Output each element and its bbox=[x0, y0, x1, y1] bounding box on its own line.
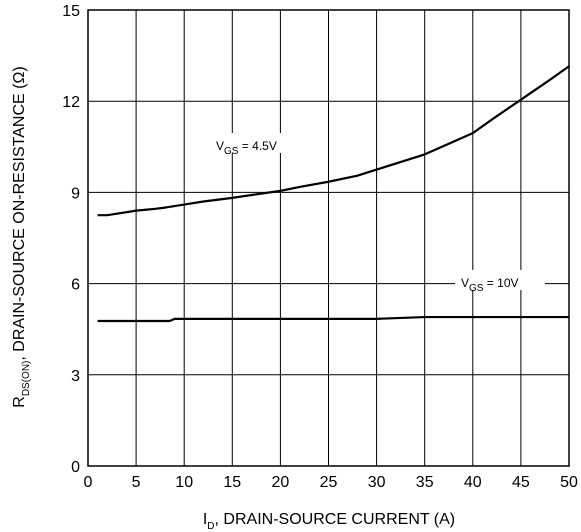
series-line-vgs-10v bbox=[97, 315, 569, 323]
y-tick-label: 15 bbox=[62, 3, 80, 20]
series-label-text: VGS = 10V bbox=[461, 276, 519, 294]
x-axis-title-rest: , DRAIN-SOURCE CURRENT (A) bbox=[215, 511, 456, 528]
x-tick-label: 40 bbox=[464, 474, 482, 491]
x-tick-label: 35 bbox=[416, 474, 434, 491]
y-tick-label: 9 bbox=[71, 185, 80, 202]
y-axis-title-rest: , DRAIN-SOURCE ON-RESISTANCE (Ω) bbox=[11, 66, 28, 360]
x-tick-label: 20 bbox=[272, 474, 290, 491]
label-rest: = 10V bbox=[483, 276, 518, 290]
label-sub: GS bbox=[224, 146, 239, 157]
series-label-text: VGS = 4.5V bbox=[216, 139, 277, 157]
y-axis-title: RDS(ON), DRAIN-SOURCE ON-RESISTANCE (Ω) bbox=[11, 66, 32, 407]
x-tick-label: 50 bbox=[560, 474, 578, 491]
label-main: V bbox=[461, 276, 469, 290]
series-label-vgs-10v: VGS = 10V bbox=[455, 270, 545, 294]
x-tick-label: 30 bbox=[368, 474, 386, 491]
label-rest: = 4.5V bbox=[238, 139, 276, 153]
grid-lines bbox=[88, 10, 569, 466]
y-tick-label: 0 bbox=[71, 459, 80, 476]
label-sub: GS bbox=[469, 283, 484, 294]
y-tick-labels: 0 3 6 9 12 15 bbox=[62, 3, 80, 476]
x-tick-label: 0 bbox=[84, 474, 93, 491]
x-tick-label: 15 bbox=[223, 474, 241, 491]
y-axis-title-main: R bbox=[11, 396, 28, 408]
x-tick-label: 45 bbox=[512, 474, 530, 491]
y-tick-label: 6 bbox=[71, 277, 80, 294]
x-axis-title-sub: D bbox=[207, 521, 214, 532]
x-tick-label: 25 bbox=[320, 474, 338, 491]
series-label-vgs-4-5v: VGS = 4.5V bbox=[208, 133, 300, 157]
x-axis-title: ID, DRAIN-SOURCE CURRENT (A) bbox=[203, 511, 455, 532]
x-tick-label: 5 bbox=[132, 474, 141, 491]
y-tick-label: 12 bbox=[62, 94, 80, 111]
x-tick-label: 10 bbox=[175, 474, 193, 491]
series-label-background bbox=[455, 270, 545, 290]
series-group bbox=[97, 65, 570, 323]
series-label-background bbox=[208, 133, 300, 153]
y-axis-title-sub: DS(ON) bbox=[21, 361, 32, 397]
y-tick-label: 3 bbox=[71, 368, 80, 385]
series-line-vgs-4-5v bbox=[97, 65, 570, 217]
x-axis-title-main: I bbox=[203, 511, 207, 528]
plot-frame bbox=[87, 9, 570, 467]
x-tick-labels: 0 5 10 15 20 25 30 35 40 45 50 bbox=[84, 474, 578, 491]
label-main: V bbox=[216, 139, 224, 153]
